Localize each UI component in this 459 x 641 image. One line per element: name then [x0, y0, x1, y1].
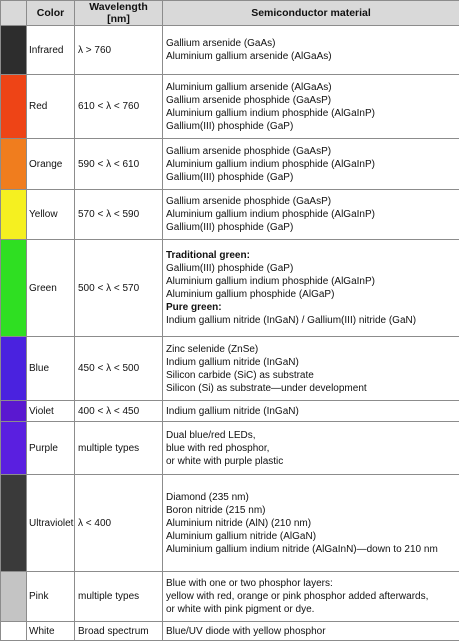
color-swatch — [1, 572, 27, 622]
material-list: Blue/UV diode with yellow phosphor — [163, 622, 459, 641]
material-item: Aluminium gallium arsenide (AlGaAs) — [166, 81, 456, 94]
wavelength-range: multiple types — [75, 572, 163, 622]
material-item: Aluminium gallium nitride (AlGaN) — [166, 530, 456, 543]
material-item: Aluminium gallium indium phosphide (AlGa… — [166, 208, 456, 221]
color-name: Green — [27, 240, 75, 337]
wavelength-range: λ < 400 — [75, 475, 163, 572]
header-swatch-cell — [1, 1, 27, 26]
color-name: Red — [27, 75, 75, 139]
wavelength-range: 450 < λ < 500 — [75, 337, 163, 401]
material-item: Gallium(III) phosphide (GaP) — [166, 120, 456, 133]
color-swatch — [1, 26, 27, 75]
material-item: Gallium(III) phosphide (GaP) — [166, 262, 456, 275]
material-item: Gallium arsenide phosphide (GaAsP) — [166, 94, 456, 107]
material-list: Blue with one or two phosphor layers:yel… — [163, 572, 459, 622]
material-item: Aluminium gallium indium nitride (AlGaIn… — [166, 543, 456, 556]
color-name: Infrared — [27, 26, 75, 75]
material-list: Gallium arsenide phosphide (GaAsP)Alumin… — [163, 139, 459, 190]
color-name: Pink — [27, 572, 75, 622]
material-list: Diamond (235 nm)Boron nitride (215 nm)Al… — [163, 475, 459, 572]
material-item: Gallium arsenide (GaAs) — [166, 37, 456, 50]
material-item: Aluminium gallium phosphide (AlGaP) — [166, 288, 456, 301]
color-name: Blue — [27, 337, 75, 401]
header-color: Color — [27, 1, 75, 26]
material-item: Aluminium gallium indium phosphide (AlGa… — [166, 275, 456, 288]
material-list: Aluminium gallium arsenide (AlGaAs)Galli… — [163, 75, 459, 139]
header-material: Semiconductor material — [163, 1, 459, 26]
wavelength-range: 610 < λ < 760 — [75, 75, 163, 139]
color-swatch — [1, 622, 27, 641]
material-item: or white with purple plastic — [166, 455, 456, 468]
color-swatch — [1, 75, 27, 139]
color-name: Ultraviolet — [27, 475, 75, 572]
color-swatch — [1, 337, 27, 401]
material-list: Gallium arsenide phosphide (GaAsP)Alumin… — [163, 190, 459, 240]
wavelength-range: 400 < λ < 450 — [75, 401, 163, 422]
material-item: Aluminium gallium arsenide (AlGaAs) — [166, 50, 456, 63]
material-subheading: Traditional green: — [166, 249, 456, 262]
color-swatch — [1, 475, 27, 572]
material-item: Zinc selenide (ZnSe) — [166, 343, 456, 356]
material-item: Gallium arsenide phosphide (GaAsP) — [166, 145, 456, 158]
color-swatch — [1, 139, 27, 190]
material-item: Indium gallium nitride (InGaN) — [166, 356, 456, 369]
color-swatch — [1, 240, 27, 337]
material-item: Indium gallium nitride (InGaN) / Gallium… — [166, 314, 456, 327]
wavelength-range: 500 < λ < 570 — [75, 240, 163, 337]
material-item: Aluminium gallium indium phosphide (AlGa… — [166, 107, 456, 120]
wavelength-range: 590 < λ < 610 — [75, 139, 163, 190]
material-item: Blue with one or two phosphor layers: — [166, 577, 456, 590]
material-item: yellow with red, orange or pink phosphor… — [166, 590, 456, 603]
material-item: or white with pink pigment or dye. — [166, 603, 456, 616]
wavelength-range: multiple types — [75, 422, 163, 475]
wavelength-range: 570 < λ < 590 — [75, 190, 163, 240]
header-row: Color Wavelength [nm] Semiconductor mate… — [1, 1, 459, 26]
color-name: Yellow — [27, 190, 75, 240]
header-wavelength: Wavelength [nm] — [75, 1, 163, 26]
color-swatch — [1, 190, 27, 240]
material-item: Dual blue/red LEDs, — [166, 429, 456, 442]
material-item: Gallium(III) phosphide (GaP) — [166, 221, 456, 234]
wavelength-range: λ > 760 — [75, 26, 163, 75]
color-swatch — [1, 422, 27, 475]
color-name: Violet — [27, 401, 75, 422]
color-name: Purple — [27, 422, 75, 475]
material-item: Silicon (Si) as substrate—under developm… — [166, 382, 456, 395]
material-item: Gallium arsenide phosphide (GaAsP) — [166, 195, 456, 208]
material-item: Aluminium gallium indium phosphide (AlGa… — [166, 158, 456, 171]
material-list: Zinc selenide (ZnSe)Indium gallium nitri… — [163, 337, 459, 401]
material-item: Diamond (235 nm) — [166, 491, 456, 504]
color-name: Orange — [27, 139, 75, 190]
material-subheading: Pure green: — [166, 301, 456, 314]
material-item: Gallium(III) phosphide (GaP) — [166, 171, 456, 184]
color-name: White — [27, 622, 75, 641]
material-item: Indium gallium nitride (InGaN) — [166, 405, 456, 418]
material-item: Boron nitride (215 nm) — [166, 504, 456, 517]
material-list: Indium gallium nitride (InGaN) — [163, 401, 459, 422]
material-list: Dual blue/red LEDs,blue with red phospho… — [163, 422, 459, 475]
material-item: Aluminium nitride (AlN) (210 nm) — [166, 517, 456, 530]
material-list: Traditional green:Gallium(III) phosphide… — [163, 240, 459, 337]
material-item: Blue/UV diode with yellow phosphor — [166, 625, 456, 638]
wavelength-range: Broad spectrum — [75, 622, 163, 641]
material-list: Gallium arsenide (GaAs)Aluminium gallium… — [163, 26, 459, 75]
material-item: blue with red phosphor, — [166, 442, 456, 455]
material-item: Silicon carbide (SiC) as substrate — [166, 369, 456, 382]
color-swatch — [1, 401, 27, 422]
